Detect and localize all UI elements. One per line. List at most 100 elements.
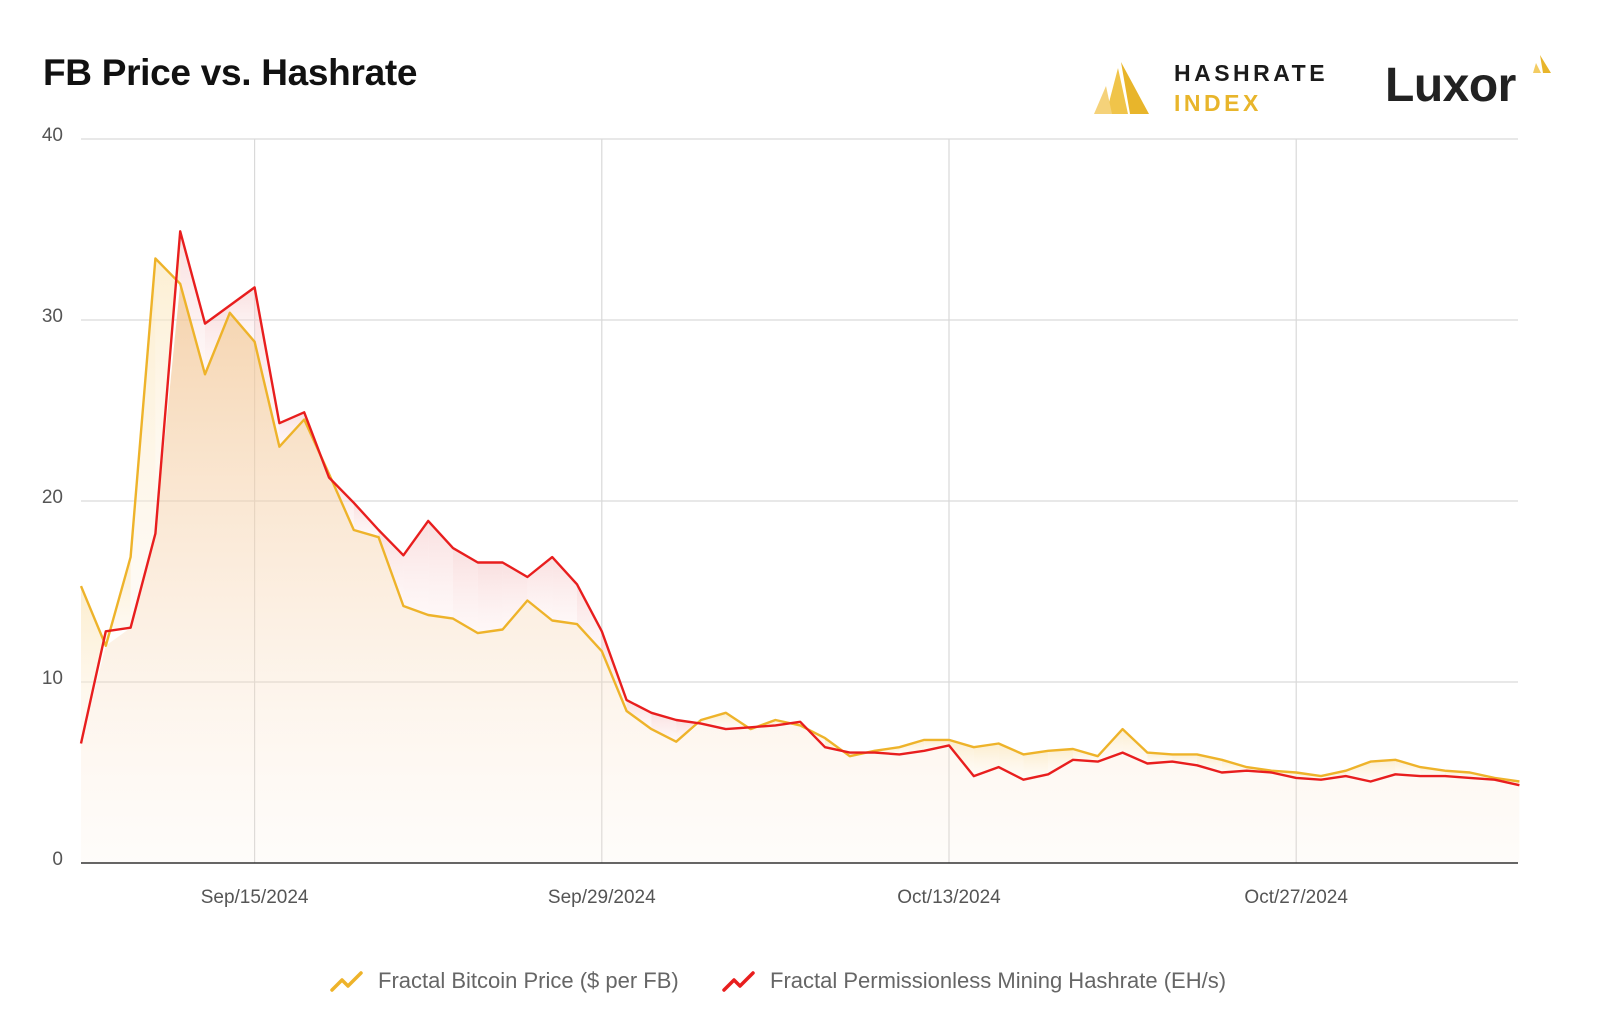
data-point-hashrate[interactable] bbox=[971, 773, 977, 779]
data-point-hashrate[interactable] bbox=[1492, 777, 1498, 783]
data-point-hashrate[interactable] bbox=[202, 321, 208, 327]
data-point-price[interactable] bbox=[723, 710, 729, 716]
data-point-hashrate[interactable] bbox=[1020, 777, 1026, 783]
data-point-price[interactable] bbox=[1095, 753, 1101, 759]
data-point-price[interactable] bbox=[673, 739, 679, 745]
data-point-hashrate[interactable] bbox=[1516, 782, 1522, 788]
data-point-hashrate[interactable] bbox=[673, 717, 679, 723]
data-point-hashrate[interactable] bbox=[301, 409, 307, 415]
data-point-price[interactable] bbox=[896, 744, 902, 750]
data-point-hashrate[interactable] bbox=[400, 552, 406, 558]
data-point-price[interactable] bbox=[152, 255, 158, 261]
data-point-hashrate[interactable] bbox=[698, 721, 704, 727]
data-point-hashrate[interactable] bbox=[822, 744, 828, 750]
data-point-hashrate[interactable] bbox=[1318, 777, 1324, 783]
data-point-hashrate[interactable] bbox=[227, 303, 233, 309]
data-point-price[interactable] bbox=[1417, 764, 1423, 770]
data-point-price[interactable] bbox=[301, 417, 307, 423]
data-point-hashrate[interactable] bbox=[1392, 771, 1398, 777]
data-point-hashrate[interactable] bbox=[1343, 773, 1349, 779]
data-point-hashrate[interactable] bbox=[1368, 779, 1374, 785]
data-point-price[interactable] bbox=[971, 744, 977, 750]
data-point-hashrate[interactable] bbox=[872, 750, 878, 756]
data-point-hashrate[interactable] bbox=[351, 500, 357, 506]
data-point-hashrate[interactable] bbox=[500, 560, 506, 566]
data-point-price[interactable] bbox=[1219, 757, 1225, 763]
data-point-hashrate[interactable] bbox=[1070, 757, 1076, 763]
data-point-price[interactable] bbox=[574, 621, 580, 627]
data-point-price[interactable] bbox=[103, 643, 109, 649]
data-point-hashrate[interactable] bbox=[128, 625, 134, 631]
data-point-hashrate[interactable] bbox=[896, 751, 902, 757]
data-point-hashrate[interactable] bbox=[152, 531, 158, 537]
data-point-price[interactable] bbox=[1467, 770, 1473, 776]
data-point-hashrate[interactable] bbox=[1095, 759, 1101, 765]
data-point-price[interactable] bbox=[276, 444, 282, 450]
data-point-hashrate[interactable] bbox=[1293, 775, 1299, 781]
data-point-price[interactable] bbox=[921, 737, 927, 743]
data-point-price[interactable] bbox=[996, 741, 1002, 747]
data-point-price[interactable] bbox=[177, 281, 183, 287]
legend-item-hashrate[interactable]: Fractal Permissionless Mining Hashrate (… bbox=[722, 968, 1226, 994]
data-point-price[interactable] bbox=[252, 339, 258, 345]
data-point-price[interactable] bbox=[772, 717, 778, 723]
data-point-hashrate[interactable] bbox=[599, 628, 605, 634]
data-point-price[interactable] bbox=[1293, 770, 1299, 776]
data-point-price[interactable] bbox=[1144, 750, 1150, 756]
data-point-price[interactable] bbox=[648, 726, 654, 732]
data-point-hashrate[interactable] bbox=[103, 628, 109, 634]
data-point-price[interactable] bbox=[128, 554, 134, 560]
data-point-price[interactable] bbox=[1442, 768, 1448, 774]
data-point-hashrate[interactable] bbox=[475, 560, 481, 566]
data-point-price[interactable] bbox=[1045, 748, 1051, 754]
data-point-hashrate[interactable] bbox=[450, 545, 456, 551]
data-point-price[interactable] bbox=[549, 617, 555, 623]
data-point-price[interactable] bbox=[1120, 726, 1126, 732]
data-point-price[interactable] bbox=[599, 648, 605, 654]
data-point-price[interactable] bbox=[376, 534, 382, 540]
data-point-hashrate[interactable] bbox=[1467, 775, 1473, 781]
data-point-price[interactable] bbox=[946, 737, 952, 743]
data-point-price[interactable] bbox=[624, 708, 630, 714]
data-point-hashrate[interactable] bbox=[1268, 770, 1274, 776]
data-point-price[interactable] bbox=[227, 310, 233, 316]
data-point-hashrate[interactable] bbox=[847, 750, 853, 756]
data-point-hashrate[interactable] bbox=[1244, 768, 1250, 774]
data-point-hashrate[interactable] bbox=[946, 742, 952, 748]
data-point-hashrate[interactable] bbox=[1169, 759, 1175, 765]
data-point-hashrate[interactable] bbox=[1442, 773, 1448, 779]
data-point-price[interactable] bbox=[1368, 759, 1374, 765]
data-point-hashrate[interactable] bbox=[996, 764, 1002, 770]
data-point-price[interactable] bbox=[202, 371, 208, 377]
data-point-price[interactable] bbox=[500, 627, 506, 633]
data-point-price[interactable] bbox=[450, 616, 456, 622]
data-point-hashrate[interactable] bbox=[1120, 750, 1126, 756]
data-point-hashrate[interactable] bbox=[326, 474, 332, 480]
data-point-price[interactable] bbox=[78, 583, 84, 589]
data-point-hashrate[interactable] bbox=[797, 719, 803, 725]
data-point-hashrate[interactable] bbox=[723, 726, 729, 732]
data-point-price[interactable] bbox=[1169, 751, 1175, 757]
data-point-hashrate[interactable] bbox=[1219, 770, 1225, 776]
data-point-price[interactable] bbox=[425, 612, 431, 618]
data-point-price[interactable] bbox=[1020, 751, 1026, 757]
data-point-hashrate[interactable] bbox=[1144, 760, 1150, 766]
data-point-hashrate[interactable] bbox=[772, 722, 778, 728]
data-point-price[interactable] bbox=[822, 735, 828, 741]
data-point-price[interactable] bbox=[1392, 757, 1398, 763]
data-point-price[interactable] bbox=[1343, 768, 1349, 774]
data-point-price[interactable] bbox=[1194, 751, 1200, 757]
data-point-hashrate[interactable] bbox=[624, 697, 630, 703]
data-point-hashrate[interactable] bbox=[748, 724, 754, 730]
data-point-price[interactable] bbox=[475, 630, 481, 636]
data-point-hashrate[interactable] bbox=[1417, 773, 1423, 779]
data-point-hashrate[interactable] bbox=[252, 284, 258, 290]
data-point-price[interactable] bbox=[351, 527, 357, 533]
legend-item-price[interactable]: Fractal Bitcoin Price ($ per FB) bbox=[330, 968, 679, 994]
data-point-hashrate[interactable] bbox=[78, 741, 84, 747]
data-point-hashrate[interactable] bbox=[921, 748, 927, 754]
data-point-hashrate[interactable] bbox=[1194, 762, 1200, 768]
data-point-hashrate[interactable] bbox=[425, 518, 431, 524]
data-point-price[interactable] bbox=[400, 603, 406, 609]
data-point-hashrate[interactable] bbox=[376, 527, 382, 533]
